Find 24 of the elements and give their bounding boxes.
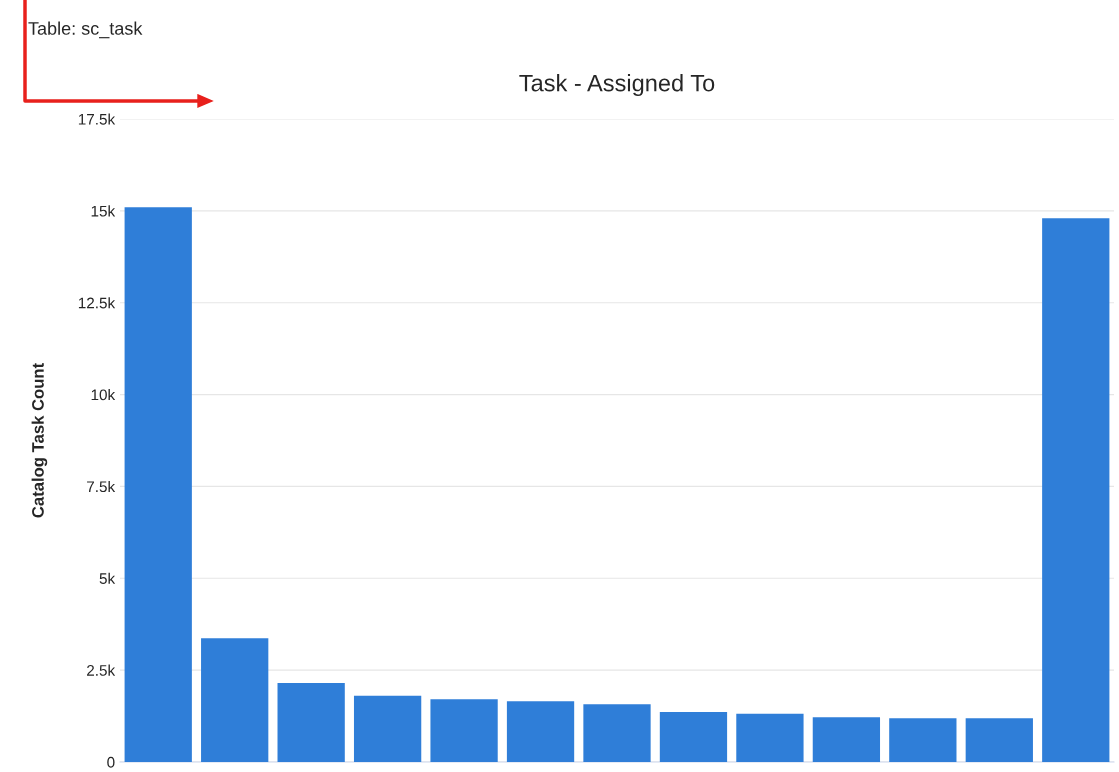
y-tick-label: 15k: [91, 205, 116, 217]
bar: [889, 718, 957, 762]
y-tick-label: 0: [107, 756, 115, 768]
y-tick-label: 5k: [99, 572, 116, 584]
bar: [659, 712, 728, 762]
text: Table: sc_task: [28, 21, 143, 39]
y-tick-label: 10k: [91, 389, 116, 401]
y-tick-label: 2.5k: [87, 664, 116, 676]
bar: [1042, 218, 1110, 762]
bar: [201, 638, 269, 762]
bar: [736, 713, 804, 762]
y-tick-label: 7.5k: [87, 480, 116, 493]
bar: [353, 695, 422, 762]
bar: [812, 717, 881, 762]
chart-title: Task - Assigned To: [519, 74, 715, 97]
bar: [583, 704, 651, 762]
bar: [430, 699, 498, 762]
bar: [124, 207, 192, 762]
bar: [506, 701, 575, 762]
y-tick-label: 17.5k: [78, 113, 116, 125]
bar: [277, 683, 345, 762]
y-tick-label: 12.5k: [78, 297, 116, 309]
y-axis-title: Catalog Task Count: [31, 363, 48, 518]
bar: [965, 718, 1033, 762]
